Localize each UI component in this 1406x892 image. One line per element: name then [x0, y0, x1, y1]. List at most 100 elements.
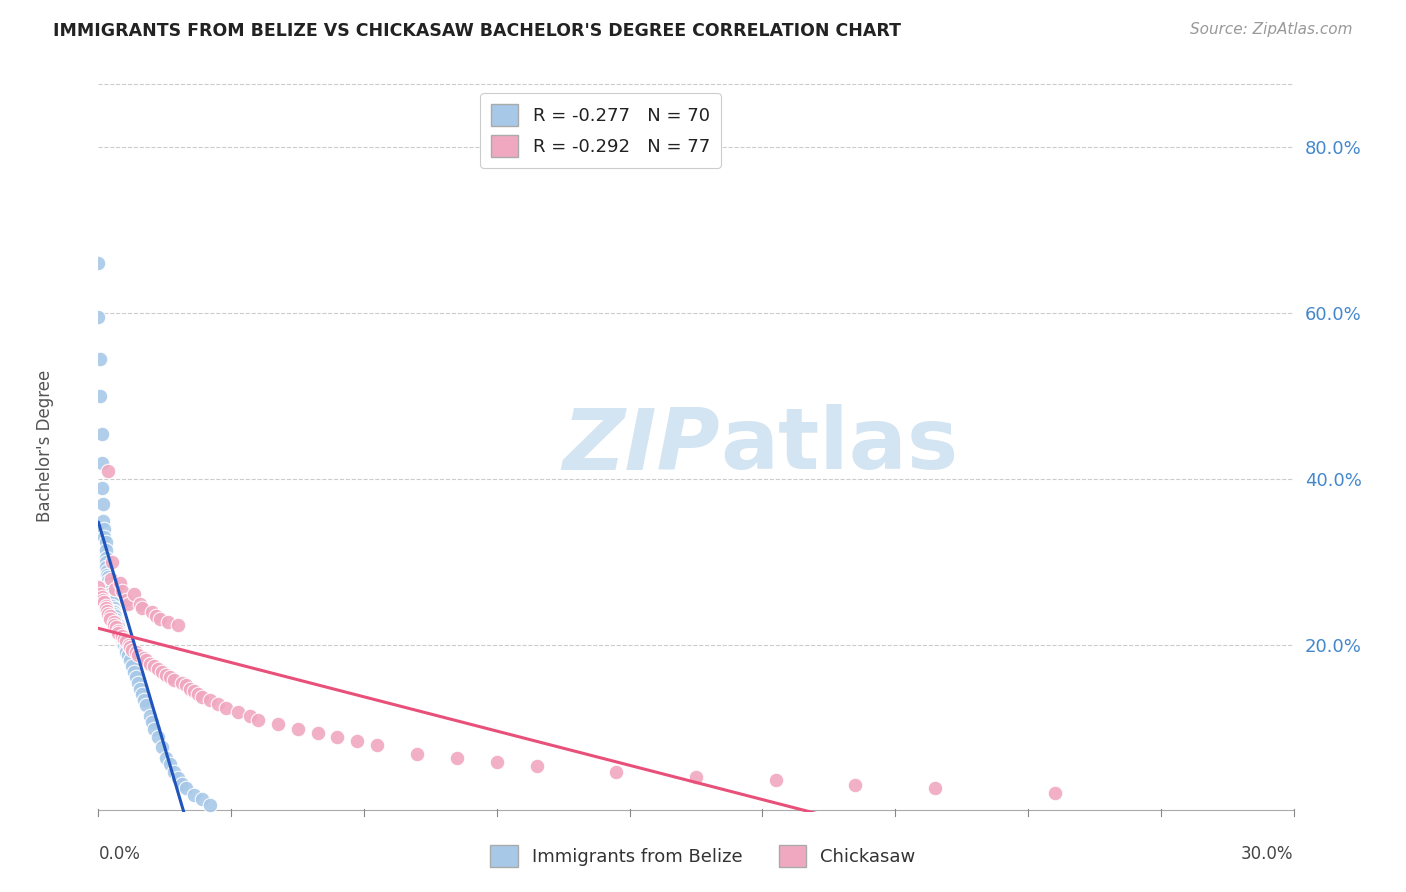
Point: [94, 542, 117, 557]
Point: [118, 639, 141, 653]
Point: [91, 456, 114, 470]
Point: [131, 687, 153, 701]
Point: [100, 589, 122, 603]
Point: [94, 534, 117, 549]
Point: [191, 690, 214, 704]
Point: [134, 692, 156, 706]
Point: [91, 591, 114, 605]
Point: [107, 620, 129, 634]
Point: [87, 256, 110, 270]
Point: [105, 620, 128, 634]
Point: [93, 530, 115, 544]
Point: [406, 747, 429, 761]
Point: [139, 657, 162, 671]
Point: [446, 750, 468, 764]
Point: [143, 659, 166, 673]
Point: [187, 687, 209, 701]
Point: [198, 692, 221, 706]
Point: [117, 648, 139, 663]
Point: [685, 770, 707, 784]
Point: [96, 559, 118, 574]
Point: [96, 601, 118, 615]
Point: [167, 617, 190, 632]
Point: [105, 615, 128, 630]
Point: [90, 426, 112, 441]
Point: [87, 310, 110, 325]
Point: [605, 764, 627, 779]
Point: [326, 730, 349, 744]
Point: [96, 603, 118, 617]
Text: 0.0%: 0.0%: [98, 845, 141, 863]
Point: [107, 624, 129, 638]
Point: [104, 609, 127, 624]
Point: [93, 522, 115, 536]
Point: [103, 601, 125, 615]
Point: [765, 773, 787, 788]
Point: [239, 709, 262, 723]
Text: Bachelor's Degree: Bachelor's Degree: [35, 370, 53, 522]
Point: [172, 777, 194, 791]
Point: [366, 738, 388, 752]
Point: [104, 582, 127, 596]
Point: [183, 788, 205, 802]
Point: [129, 681, 152, 696]
Point: [87, 580, 110, 594]
Point: [287, 722, 309, 736]
Point: [107, 617, 129, 632]
Point: [120, 640, 142, 655]
Point: [103, 603, 125, 617]
Point: [115, 645, 138, 659]
Point: [125, 670, 148, 684]
Point: [191, 792, 214, 806]
Point: [114, 634, 136, 648]
Point: [127, 676, 149, 690]
Point: [183, 684, 205, 698]
Point: [145, 609, 167, 624]
Point: [89, 587, 111, 601]
Point: [174, 781, 197, 796]
Point: [141, 714, 163, 729]
Point: [215, 701, 238, 715]
Point: [207, 697, 229, 711]
Point: [91, 592, 114, 607]
Point: [526, 759, 548, 773]
Point: [91, 481, 114, 495]
Point: [174, 678, 197, 692]
Text: ZIP: ZIP: [562, 404, 720, 488]
Point: [131, 601, 153, 615]
Point: [1043, 786, 1066, 800]
Point: [104, 612, 127, 626]
Point: [114, 641, 136, 656]
Point: [844, 778, 866, 792]
Point: [267, 717, 290, 731]
Point: [98, 587, 122, 601]
Point: [112, 639, 135, 653]
Point: [96, 555, 118, 569]
Point: [98, 609, 121, 624]
Point: [110, 576, 132, 591]
Point: [121, 659, 143, 673]
Point: [94, 599, 117, 613]
Point: [159, 756, 181, 771]
Point: [129, 597, 152, 611]
Point: [226, 705, 249, 719]
Point: [198, 798, 221, 813]
Point: [125, 645, 148, 659]
Point: [89, 351, 111, 366]
Point: [112, 632, 135, 646]
Point: [163, 764, 186, 779]
Point: [307, 725, 329, 739]
Point: [121, 642, 143, 657]
Point: [110, 628, 132, 642]
Point: [346, 734, 368, 748]
Point: [98, 580, 121, 594]
Point: [103, 615, 125, 630]
Point: [97, 607, 120, 621]
Text: Source: ZipAtlas.com: Source: ZipAtlas.com: [1189, 22, 1353, 37]
Point: [98, 612, 122, 626]
Point: [149, 612, 172, 626]
Point: [107, 624, 129, 638]
Point: [246, 714, 269, 728]
Point: [117, 597, 139, 611]
Point: [167, 772, 190, 786]
